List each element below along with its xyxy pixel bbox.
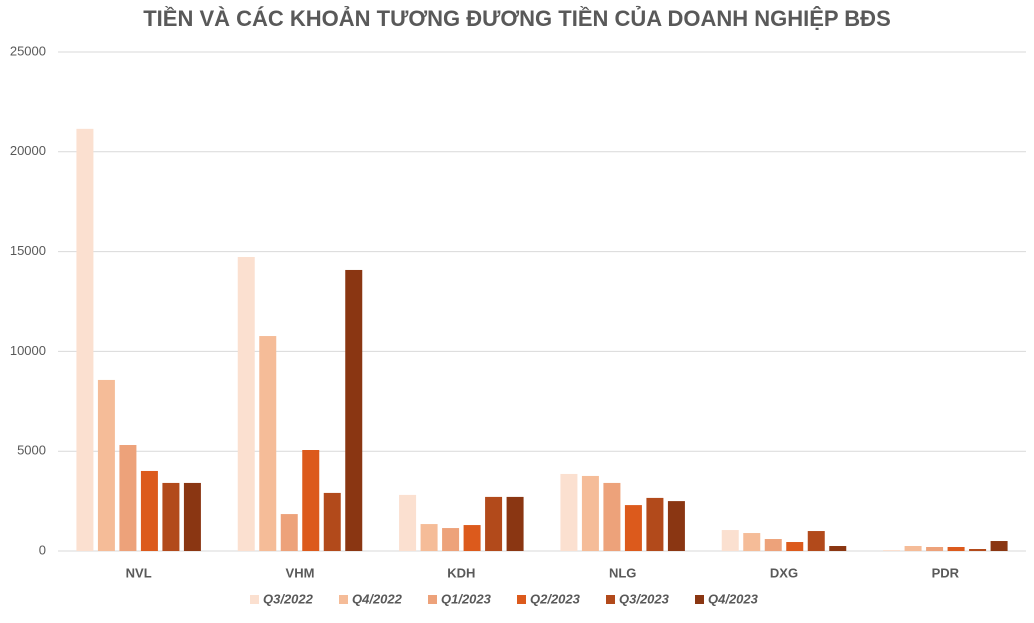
bar bbox=[506, 496, 524, 551]
legend-label: Q4/2023 bbox=[708, 591, 759, 606]
bar bbox=[947, 547, 965, 551]
legend-swatch bbox=[606, 595, 615, 604]
bar bbox=[926, 547, 944, 551]
bar bbox=[162, 482, 180, 551]
bar bbox=[883, 550, 901, 551]
bar bbox=[581, 475, 599, 551]
bar bbox=[442, 528, 460, 551]
bar bbox=[399, 494, 417, 551]
legend-label: Q1/2023 bbox=[441, 591, 492, 606]
legend-label: Q2/2023 bbox=[530, 591, 581, 606]
bar bbox=[259, 336, 277, 551]
bar bbox=[302, 450, 320, 551]
bar bbox=[237, 256, 255, 551]
x-tick-label: NLG bbox=[609, 565, 636, 580]
bar bbox=[485, 496, 503, 551]
y-tick-label: 15000 bbox=[10, 243, 46, 258]
bar bbox=[76, 128, 94, 551]
bar bbox=[646, 497, 664, 551]
bar bbox=[990, 541, 1008, 551]
y-tick-label: 25000 bbox=[10, 43, 46, 58]
legend-swatch bbox=[250, 595, 259, 604]
bar bbox=[807, 531, 825, 551]
bar bbox=[904, 546, 922, 551]
bar bbox=[323, 492, 341, 551]
legend-label: Q4/2022 bbox=[352, 591, 403, 606]
legend-label: Q3/2023 bbox=[619, 591, 670, 606]
bar bbox=[743, 533, 761, 551]
bar bbox=[183, 482, 201, 551]
bar bbox=[420, 524, 438, 551]
y-tick-label: 5000 bbox=[17, 443, 46, 458]
bar bbox=[624, 505, 642, 551]
bar bbox=[603, 482, 621, 551]
x-tick-label: DXG bbox=[770, 565, 798, 580]
bar bbox=[786, 542, 804, 551]
x-tick-label: NVL bbox=[126, 565, 152, 580]
legend-swatch bbox=[428, 595, 437, 604]
chart-title: TIỀN VÀ CÁC KHOẢN TƯƠNG ĐƯƠNG TIỀN CỦA D… bbox=[143, 6, 891, 31]
x-tick-label: PDR bbox=[932, 565, 960, 580]
bar bbox=[829, 546, 847, 551]
bar bbox=[560, 473, 578, 551]
bar bbox=[667, 501, 685, 551]
y-tick-label: 20000 bbox=[10, 143, 46, 158]
legend-swatch bbox=[695, 595, 704, 604]
bar bbox=[969, 549, 987, 551]
x-tick-label: VHM bbox=[286, 565, 315, 580]
legend-swatch bbox=[517, 595, 526, 604]
bar bbox=[119, 445, 137, 551]
bar bbox=[280, 514, 298, 551]
bar bbox=[764, 539, 782, 551]
legend-label: Q3/2022 bbox=[263, 591, 314, 606]
bar bbox=[463, 525, 481, 551]
bar bbox=[345, 269, 363, 551]
bar bbox=[721, 530, 739, 551]
y-tick-label: 10000 bbox=[10, 343, 46, 358]
legend-swatch bbox=[339, 595, 348, 604]
bar bbox=[140, 470, 158, 551]
bar bbox=[97, 379, 115, 551]
x-tick-label: KDH bbox=[447, 565, 475, 580]
y-tick-label: 0 bbox=[39, 542, 46, 557]
